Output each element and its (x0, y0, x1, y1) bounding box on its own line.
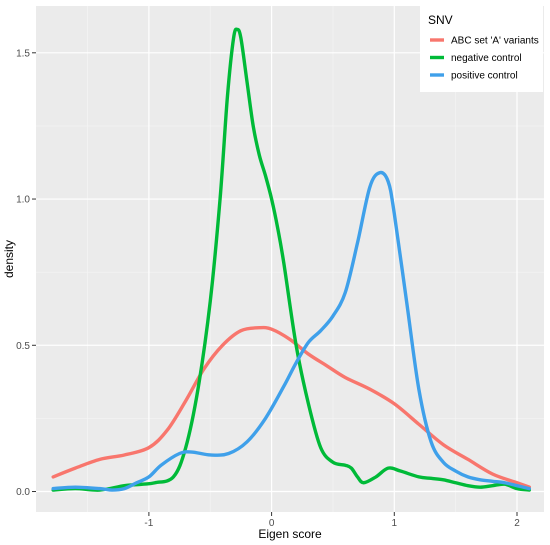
legend-label-positive-control: positive control (451, 71, 518, 82)
y-tick-label: 0.0 (16, 487, 30, 498)
x-axis: -1 0 1 2 (144, 512, 520, 529)
x-tick-label: 1 (392, 518, 398, 529)
legend-items: ABC set 'A' variants negative control posi… (430, 36, 539, 82)
legend: SNV ABC set 'A' variants negative control… (420, 6, 543, 92)
series-line-abc-set-a-variants (51, 325, 531, 489)
grid-lines (36, 6, 544, 512)
legend-label-negative-control: negative control (451, 53, 522, 64)
legend-background (420, 6, 543, 92)
series-line-negative-control (51, 27, 531, 492)
y-tick-label: 0.5 (16, 341, 30, 352)
x-tick-label: 2 (514, 518, 520, 529)
y-axis-title: density (2, 240, 16, 278)
series-layer (51, 27, 531, 492)
legend-label-abc-set-a-variants: ABC set 'A' variants (451, 36, 539, 47)
y-tick-label: 1.5 (16, 48, 30, 59)
y-axis: 0.0 0.5 1.0 1.5 (16, 48, 36, 498)
legend-title: SNV (428, 13, 453, 27)
y-tick-label: 1.0 (16, 195, 30, 206)
series-line-positive-control (51, 170, 531, 492)
x-axis-title: Eigen score (258, 527, 322, 541)
x-tick-label: -1 (144, 518, 153, 529)
x-tick-label: 0 (269, 518, 275, 529)
